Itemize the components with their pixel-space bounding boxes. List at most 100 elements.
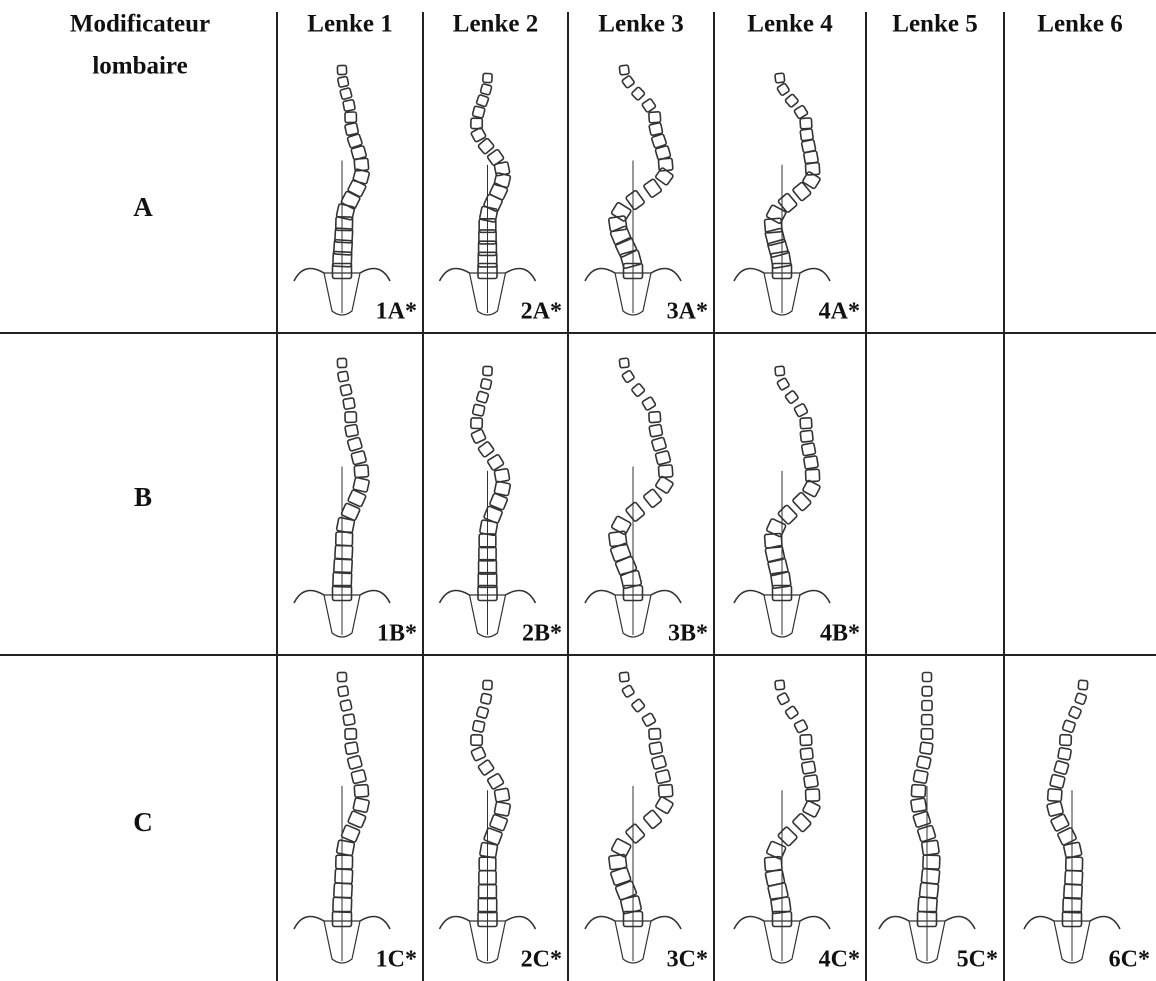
vertebra [346, 133, 363, 149]
vertebra [625, 190, 645, 211]
vertebra [352, 476, 370, 493]
vertebra [657, 783, 674, 798]
vertebra [337, 75, 350, 88]
row-label: B [134, 482, 152, 512]
cell-label: 2A* [521, 299, 562, 325]
vertebra [334, 227, 354, 244]
vertebra [774, 72, 786, 84]
vertebra [346, 436, 363, 452]
vertebra [641, 712, 657, 727]
vertebra [641, 98, 657, 113]
vertebra [1046, 788, 1063, 803]
vertebra [489, 813, 509, 832]
vertebra [920, 713, 934, 726]
vertebra [621, 75, 635, 89]
vertebra [799, 417, 813, 430]
vertebra [1053, 760, 1070, 775]
spine-drawing [293, 671, 391, 964]
vertebra [651, 436, 667, 452]
vertebra [648, 727, 662, 741]
vertebra [655, 475, 674, 494]
vertebra [477, 441, 495, 458]
vertebra [916, 755, 932, 770]
grid [0, 12, 1156, 981]
cell-label: 6C* [1109, 947, 1150, 973]
sacrum [468, 594, 507, 638]
vertebra [334, 215, 354, 232]
vertebra [774, 679, 786, 691]
vertebra [792, 181, 812, 202]
vertebra [493, 480, 512, 497]
vertebra [625, 501, 646, 522]
vertebra [332, 557, 353, 575]
cell-label: 5C* [957, 947, 998, 973]
vertebra [470, 127, 487, 143]
vertebra [482, 365, 493, 377]
column-header: Lenke 5 [892, 11, 977, 38]
sacrum [323, 272, 361, 316]
vertebra [335, 839, 356, 857]
vertebra [479, 83, 493, 96]
vertebra [912, 810, 932, 828]
cell-label: 3A* [667, 299, 708, 325]
vertebra [800, 760, 817, 775]
vertebra [618, 671, 630, 683]
vertebra [655, 796, 674, 815]
sacrum [763, 272, 801, 316]
vertebra [793, 104, 809, 120]
spine-drawing [878, 671, 976, 964]
vertebra [344, 741, 359, 756]
spine-drawing [733, 679, 831, 964]
vertebra [607, 215, 628, 233]
spine-drawing [733, 365, 831, 638]
spine-drawing [438, 72, 537, 316]
vertebra [337, 685, 350, 698]
vertebra [917, 824, 937, 843]
spine-drawing [733, 72, 831, 316]
sacrum [908, 920, 946, 964]
row-label: C [133, 807, 153, 837]
column-header: Lenke 2 [453, 11, 538, 38]
vertebra [1049, 773, 1066, 789]
column-header: Lenke 6 [1037, 11, 1122, 38]
column-header: Lenke 3 [598, 11, 683, 38]
vertebra [344, 423, 359, 438]
vertebra [347, 810, 367, 829]
vertebra [765, 204, 787, 224]
vertebra [1057, 746, 1072, 761]
vertebra [344, 411, 358, 424]
vertebra [470, 417, 484, 430]
vertebra [793, 719, 809, 734]
vertebra [919, 741, 934, 755]
sacrum [1053, 920, 1091, 964]
vertebra [651, 755, 667, 770]
vertebra [1061, 719, 1076, 734]
vertebra [470, 734, 484, 747]
pelvis-wings [438, 915, 537, 930]
vertebra [804, 788, 821, 803]
vertebra [340, 824, 361, 843]
vertebra [614, 236, 638, 258]
vertebra [802, 479, 821, 498]
vertebra [912, 769, 929, 784]
vertebra [803, 774, 819, 789]
vertebra [799, 429, 814, 443]
vertebra [921, 685, 933, 697]
vertebra [631, 383, 646, 398]
sacrum [614, 272, 652, 316]
vertebra [353, 464, 370, 479]
vertebra [486, 454, 505, 471]
vertebra [1050, 813, 1070, 832]
vertebra [479, 378, 493, 391]
vertebra [910, 797, 928, 813]
vertebra [784, 705, 799, 720]
corner-header: lombaire [92, 53, 187, 80]
vertebra [804, 468, 821, 483]
vertebra [621, 684, 635, 698]
vertebra [921, 671, 933, 683]
vertebra [471, 105, 486, 119]
vertebra [654, 769, 672, 785]
vertebra [643, 809, 663, 830]
